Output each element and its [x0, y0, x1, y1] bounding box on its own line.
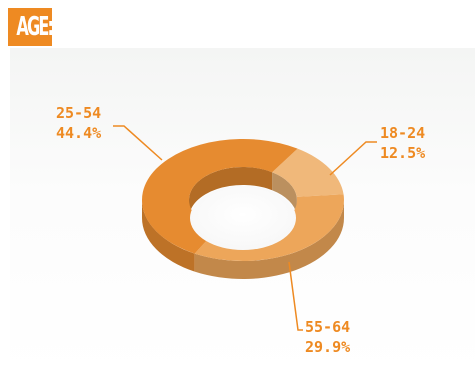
label-value-55-64: 29.9%	[305, 338, 351, 356]
slice-side-25-54	[142, 200, 195, 272]
slice-side-55-64	[194, 200, 344, 279]
slice-25-54	[141, 138, 298, 254]
label-category-25-54: 25-54	[56, 104, 102, 122]
slice-18-24	[272, 148, 344, 197]
header-badge: AGE:	[8, 8, 54, 46]
leader-55-64	[288, 261, 303, 331]
slice-inner-wall-18-24	[272, 172, 297, 215]
leader-25-54	[113, 125, 163, 161]
label-value-18-24: 12.5%	[380, 144, 426, 162]
label-category-18-24: 18-24	[380, 124, 426, 142]
leader-18-24	[329, 141, 377, 176]
slice-inner-wall-25-54	[189, 167, 273, 218]
label-value-25-54: 44.4%	[56, 124, 102, 142]
donut-hole	[190, 186, 296, 250]
label-category-55-64: 55-64	[305, 318, 351, 336]
